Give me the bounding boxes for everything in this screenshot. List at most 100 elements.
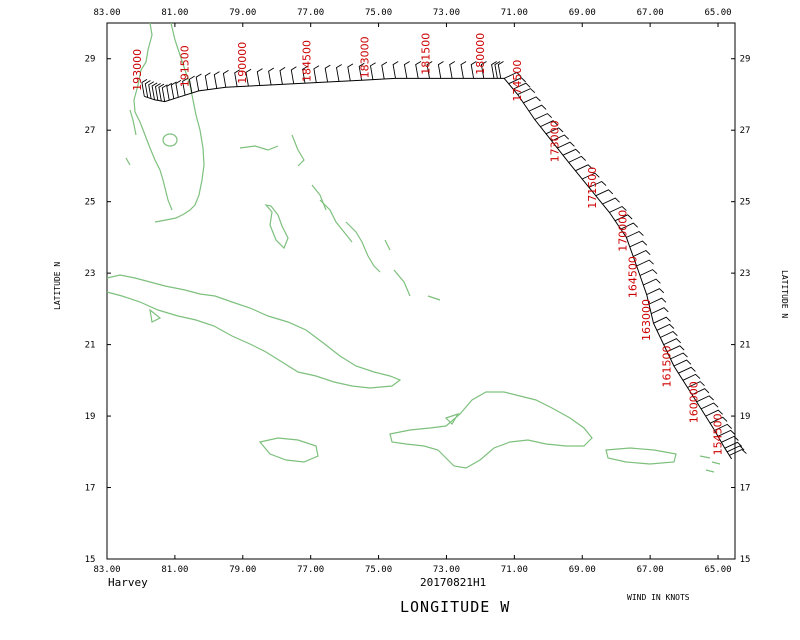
wind-barb [517,88,536,95]
wind-barb [660,330,678,338]
lat-ticks-right: 15 17 19 21 23 25 27 29 [731,55,750,565]
wind-barb [504,71,522,79]
wind-barb [403,61,410,79]
lat-tick-label: 17 [85,484,96,494]
wind-barb [195,73,202,91]
y-axis-title-left: LATITUDE N [53,262,62,310]
wind-barb [148,81,155,99]
wind-barb [620,222,639,230]
wind-barb [523,96,541,104]
lat-ticks-left: 15 17 19 21 23 25 27 29 [85,55,111,565]
wind-barb [636,259,654,267]
wind-barb [213,71,220,89]
jamaica [258,437,319,463]
lat-tick-label: 27 [740,126,751,136]
wind-barb [508,77,527,85]
wind-barb [497,61,504,79]
gonave [444,412,460,425]
wind-barb [551,134,570,142]
wind-barb [347,63,354,81]
lon-tick-label: 71.00 [501,565,528,575]
time-label: 174500 [511,60,524,102]
wind-barb [656,323,675,331]
wind-barb [245,68,252,87]
lat-tick-label: 19 [740,412,751,422]
map-frame [106,22,736,560]
wind-barb [729,448,747,456]
wind-barb [691,388,710,396]
wind-barb [717,429,736,437]
wind-barb [534,113,553,120]
time-label: 191500 [179,45,192,87]
wind-barb [268,67,275,85]
y-axis-title-right: LATITUDE N [780,270,789,318]
time-label: 160000 [688,381,701,423]
wind-barb [714,423,733,431]
andros [264,204,289,250]
wind-barb [256,68,263,86]
lat-tick-label: 29 [85,55,96,65]
lat-tick-label: 25 [85,198,96,208]
lat-tick-label: 17 [740,484,751,494]
wind-barb [381,61,388,80]
wind-barb [166,82,173,101]
lat-tick-label: 21 [740,341,751,351]
lon-tick-label: 73.00 [433,565,460,575]
wind-barbs [141,61,747,456]
lon-ticks-bottom: 83.00 81.00 79.00 77.00 75.00 73.00 71.00 69.00… [93,555,732,575]
lat-tick-label: 23 [740,269,751,279]
wind-barb [678,366,696,374]
time-label: 170000 [616,210,629,252]
wind-barb [336,64,342,82]
time-label: 163000 [640,299,653,341]
bahamas-chain-2 [345,221,381,273]
wind-barb [629,240,648,248]
wind-barb [602,197,620,205]
wind-barb [290,66,297,84]
florida-east-coast [170,22,205,215]
wind-barb [633,249,651,257]
wind-barb [141,79,148,97]
wind-barb [175,80,182,98]
lon-tick-label: 81.00 [161,565,188,575]
wind-barb [182,77,189,96]
lon-tick-label: 77.00 [297,8,324,18]
wind-barb [653,316,671,324]
wind-barb [494,61,501,79]
time-label: 184500 [301,40,314,82]
wind-barb [188,75,195,94]
wind-barb [673,359,692,367]
lon-tick-label: 67.00 [637,8,664,18]
wind-barb [513,82,531,90]
wind-barb [646,288,665,296]
lon-tick-label: 75.00 [365,565,392,575]
wind-barb [724,441,743,449]
lat-tick-label: 15 [740,555,751,565]
wind-barb [639,269,658,276]
florida-west-islands [125,109,137,166]
wind-barb [670,352,688,360]
x-axis-title: LONGITUDE W [400,598,510,616]
wind-barb [161,84,168,102]
bahamas-chain-1 [319,199,353,243]
wind-barb [696,395,714,403]
lake-okeechobee [162,133,178,147]
wind-barb [568,155,587,163]
flight-id: 20170821H1 [420,576,486,589]
isle-of-youth [149,308,162,323]
lon-tick-label: 69.00 [569,8,596,18]
wind-barb [234,69,241,87]
lon-tick-label: 75.00 [365,8,392,18]
lon-tick-label: 65.00 [704,8,731,18]
puerto-rico [605,447,677,465]
lon-tick-label: 79.00 [229,8,256,18]
lon-tick-label: 77.00 [297,565,324,575]
wind-barb [648,297,667,305]
flight-track-line [144,77,733,460]
wind-barb [528,104,547,112]
wind-barb [614,214,633,222]
grand-bahama [239,145,279,151]
time-label: 190000 [236,42,249,84]
wind-barb [151,82,158,100]
